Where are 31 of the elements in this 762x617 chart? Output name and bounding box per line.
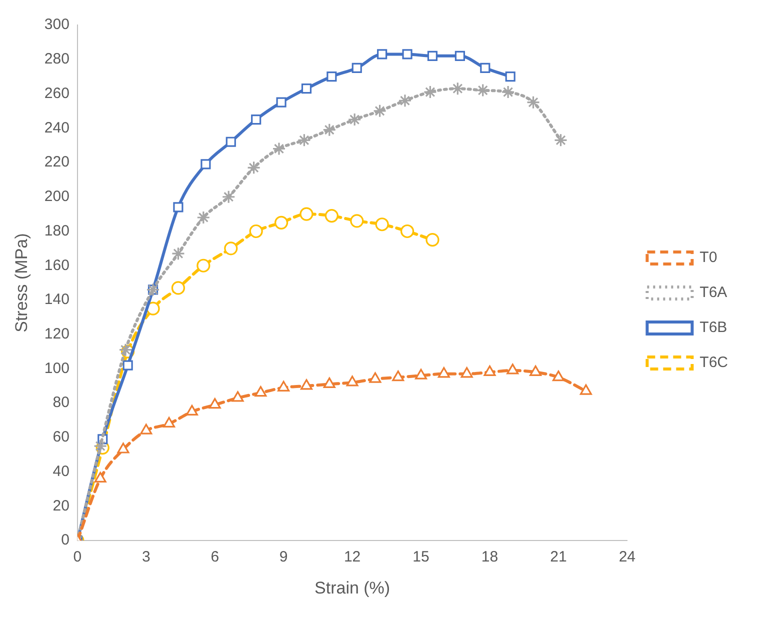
y-tick-label: 200 xyxy=(44,188,70,206)
y-tick-label: 0 xyxy=(61,532,70,549)
x-tick-label: 24 xyxy=(618,548,636,566)
y-tick-label: 220 xyxy=(44,154,70,171)
y-tick-label: 160 xyxy=(44,256,70,274)
y-tick-label: 80 xyxy=(52,394,70,412)
y-tick-label: 280 xyxy=(44,50,70,68)
y-tick-label: 100 xyxy=(44,360,70,377)
x-tick-label: 6 xyxy=(210,548,220,566)
x-tick-label: 0 xyxy=(73,548,82,566)
y-tick-label: 140 xyxy=(44,291,70,308)
legend-label: T6B xyxy=(700,319,728,336)
y-tick-label: 180 xyxy=(44,222,70,240)
x-axis-title: Strain (%) xyxy=(314,578,390,598)
x-tick-label: 15 xyxy=(412,548,430,566)
x-tick-label: 18 xyxy=(481,548,498,566)
y-tick-label: 260 xyxy=(44,84,70,102)
y-tick-label: 240 xyxy=(44,119,70,136)
y-tick-label: 20 xyxy=(52,497,70,514)
x-tick-label: 3 xyxy=(142,548,150,566)
y-axis-title: Stress (MPa) xyxy=(12,233,31,332)
y-tick-label: 300 xyxy=(44,16,70,34)
legend-label: T6C xyxy=(700,354,728,372)
legend-label: T6A xyxy=(700,284,728,302)
x-tick-label: 9 xyxy=(279,548,288,566)
y-tick-label: 120 xyxy=(44,326,70,342)
legend-label: T0 xyxy=(700,249,718,266)
x-tick-label: 21 xyxy=(550,548,567,566)
y-tick-label: 60 xyxy=(52,428,70,446)
y-tick-label: 40 xyxy=(52,462,70,480)
x-tick-label: 12 xyxy=(344,548,361,566)
